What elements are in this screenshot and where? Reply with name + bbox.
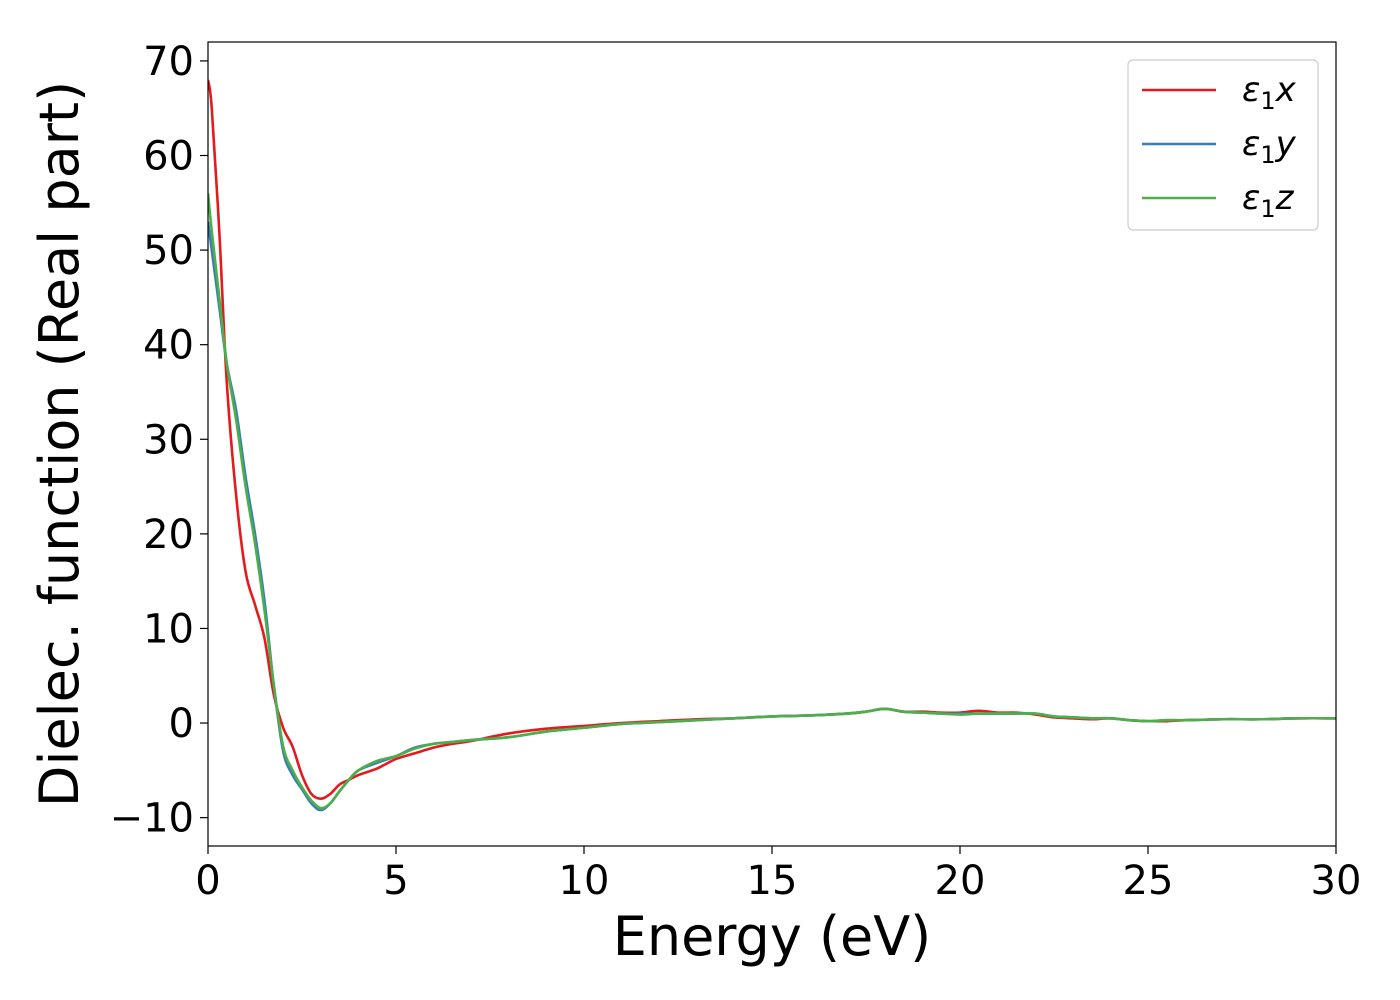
x-tick-label: 0 — [195, 858, 220, 904]
legend-label-x: ε1x — [1242, 70, 1297, 115]
x-tick-label: 10 — [559, 858, 610, 904]
y-tick-label: 40 — [143, 323, 194, 369]
x-axis: 0 5 10 15 20 25 30 — [195, 846, 1361, 904]
y-tick-label: −10 — [110, 796, 194, 842]
x-axis-title: Energy (eV) — [613, 905, 932, 968]
legend: ε1x ε1y ε1z — [1127, 59, 1319, 231]
y-axis: −10 0 10 20 30 40 50 60 70 — [110, 39, 208, 842]
x-tick-label: 25 — [1123, 858, 1174, 904]
x-tick-label: 5 — [383, 858, 408, 904]
x-tick-label: 15 — [747, 858, 798, 904]
y-tick-label: 70 — [143, 39, 194, 85]
x-tick-label: 20 — [935, 858, 986, 904]
legend-label-y: ε1y — [1242, 124, 1297, 169]
x-tick-label: 30 — [1311, 858, 1362, 904]
series-line-z — [208, 193, 1336, 810]
legend-label-z: ε1z — [1242, 178, 1295, 223]
y-tick-label: 20 — [143, 512, 194, 558]
y-tick-label: 30 — [143, 417, 194, 463]
legend-box — [1127, 59, 1319, 231]
y-tick-label: 10 — [143, 606, 194, 652]
plot-area — [208, 79, 1336, 812]
y-axis-title: Dielec. function (Real part) — [28, 81, 91, 807]
y-tick-label: 50 — [143, 228, 194, 274]
y-tick-label: 60 — [143, 134, 194, 180]
y-tick-label: 0 — [169, 701, 194, 747]
